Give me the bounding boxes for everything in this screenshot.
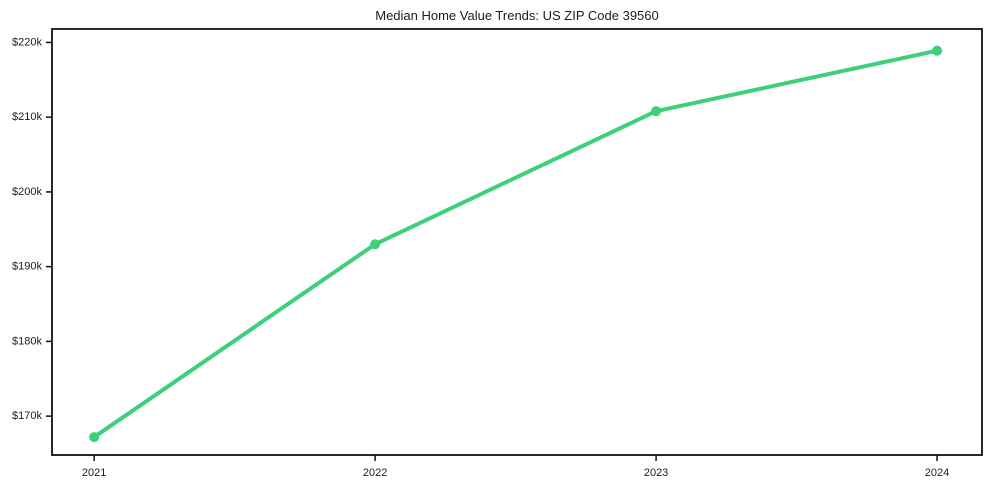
- x-axis-tick-label: 2024: [925, 467, 949, 479]
- data-point-marker: [89, 432, 100, 443]
- y-axis-tick-label: $170k: [12, 410, 42, 422]
- x-axis-tick-label: 2023: [644, 467, 668, 479]
- y-axis-tick-label: $210k: [12, 111, 42, 123]
- data-point-marker: [651, 106, 662, 117]
- plot-frame: [51, 28, 983, 456]
- y-axis-tick-label: $190k: [12, 261, 42, 273]
- trend-line: [92, 48, 940, 440]
- x-axis-tick-label: 2022: [363, 467, 387, 479]
- data-point-marker: [932, 45, 943, 56]
- chart-title: Median Home Value Trends: US ZIP Code 39…: [375, 8, 659, 23]
- data-point-marker: [370, 239, 381, 250]
- y-axis-tick-label: $200k: [12, 186, 42, 198]
- x-axis-tick-label: 2021: [82, 467, 106, 479]
- y-axis-tick-label: $180k: [12, 335, 42, 347]
- y-axis-tick-label: $220k: [12, 36, 42, 48]
